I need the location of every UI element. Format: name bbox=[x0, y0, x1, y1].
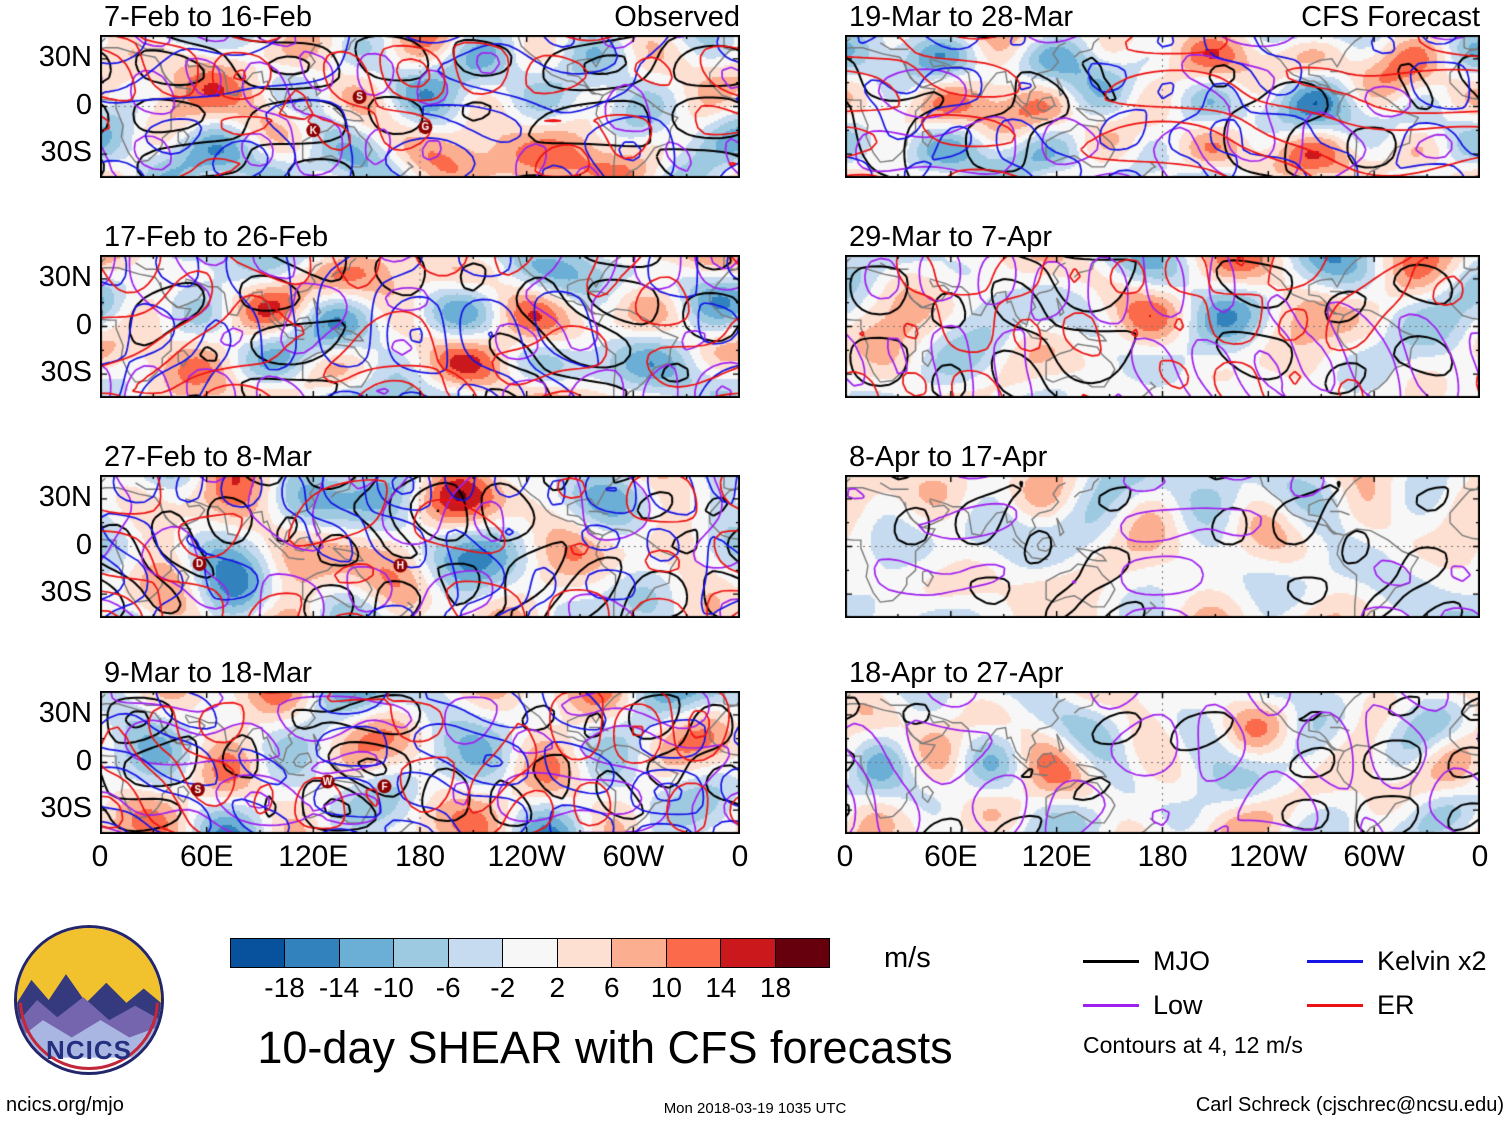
x-axis-tick-label: 60E bbox=[924, 840, 978, 873]
y-axis-tick-label: 30S bbox=[40, 576, 92, 609]
colorbar bbox=[230, 938, 830, 968]
map-panel-1 bbox=[100, 35, 740, 178]
legend-item-kelvin: Kelvin x2 bbox=[1307, 946, 1487, 977]
legend-label: ER bbox=[1377, 990, 1415, 1020]
x-axis-tick-label: 120W bbox=[1229, 840, 1308, 873]
colorbar-block bbox=[557, 939, 613, 967]
map-panel-5 bbox=[845, 35, 1480, 178]
x-axis-tick-label: 120E bbox=[278, 840, 349, 873]
x-axis-tick-label: 180 bbox=[1137, 840, 1188, 873]
colorbar-tick-label: 6 bbox=[604, 972, 620, 1003]
legend-label: Low bbox=[1153, 990, 1203, 1020]
y-axis-tick-label: 30N bbox=[38, 260, 92, 293]
map-panel-7 bbox=[845, 475, 1480, 618]
column-heading: CFS Forecast bbox=[1301, 1, 1480, 33]
panel-title: 19-Mar to 28-Mar bbox=[849, 1, 1074, 33]
panel-title: 29-Mar to 7-Apr bbox=[849, 221, 1053, 253]
panel-title: 18-Apr to 27-Apr bbox=[849, 657, 1064, 689]
y-axis-tick-label: 30N bbox=[38, 696, 92, 729]
y-axis-tick-label: 0 bbox=[75, 528, 92, 561]
y-axis-tick-label: 30S bbox=[40, 136, 92, 169]
colorbar-block bbox=[339, 939, 395, 967]
figure-title: 10-day SHEAR with CFS forecasts bbox=[257, 1022, 953, 1073]
colorbar-tick-label: -10 bbox=[373, 972, 414, 1003]
footer-timestamp: Mon 2018-03-19 1035 UTC bbox=[663, 1100, 847, 1117]
x-axis-tick-label: 60E bbox=[179, 840, 234, 873]
x-axis-tick-label: 0 bbox=[91, 840, 109, 873]
logo-text: NCICS bbox=[46, 1035, 132, 1066]
panel-title: 9-Mar to 18-Mar bbox=[104, 657, 312, 689]
legend-item-mjo: MJO bbox=[1083, 946, 1210, 977]
x-axis-tick-label: 0 bbox=[836, 840, 854, 873]
x-axis-tick-label: 60W bbox=[1343, 840, 1405, 873]
legend-line-low bbox=[1083, 1004, 1139, 1007]
panel-title: 27-Feb to 8-Mar bbox=[104, 441, 312, 473]
colorbar-block bbox=[285, 939, 340, 967]
column-heading: Observed bbox=[614, 1, 740, 33]
footer-credit: Carl Schreck (cjschrec@ncsu.edu) bbox=[1195, 1094, 1504, 1116]
colorbar-tick-label: 10 bbox=[650, 972, 682, 1003]
x-axis-tick-label: 180 bbox=[394, 840, 446, 873]
y-axis-tick-label: 30S bbox=[40, 356, 92, 389]
colorbar-tick-label: -6 bbox=[435, 972, 461, 1003]
colorbar-block bbox=[666, 939, 722, 967]
x-axis-tick-label: 120W bbox=[487, 840, 566, 873]
legend-note: Contours at 4, 12 m/s bbox=[1083, 1032, 1303, 1058]
colorbar-tick-label: 18 bbox=[759, 972, 792, 1003]
y-axis-tick-label: 0 bbox=[75, 744, 92, 777]
legend-label: MJO bbox=[1153, 946, 1210, 976]
x-axis-tick-label: 120E bbox=[1021, 840, 1092, 873]
colorbar-tick-label: 14 bbox=[705, 972, 737, 1003]
y-axis-tick-label: 30N bbox=[38, 480, 92, 513]
map-panel-6 bbox=[845, 255, 1480, 398]
y-axis-tick-label: 0 bbox=[75, 308, 92, 341]
map-panel-4 bbox=[100, 691, 740, 834]
legend-line-mjo bbox=[1083, 960, 1139, 963]
x-axis-tick-label: 60W bbox=[602, 840, 665, 873]
colorbar-tick-label: 2 bbox=[549, 972, 566, 1003]
x-axis-tick-label: 0 bbox=[1471, 840, 1489, 873]
y-axis-tick-label: 0 bbox=[75, 88, 92, 121]
colorbar-block bbox=[612, 939, 667, 967]
y-axis-tick-label: 30S bbox=[40, 792, 92, 825]
legend-item-er: ER bbox=[1307, 990, 1415, 1021]
colorbar-units-label: m/s bbox=[884, 942, 931, 974]
footer-url: ncics.org/mjo bbox=[6, 1094, 124, 1116]
x-axis-tick-label: 0 bbox=[731, 840, 749, 873]
colorbar-block bbox=[775, 939, 829, 967]
colorbar-block bbox=[231, 939, 286, 967]
colorbar-block bbox=[394, 939, 449, 967]
y-axis-tick-label: 30N bbox=[38, 40, 92, 73]
panel-title: 17-Feb to 26-Feb bbox=[104, 221, 329, 253]
legend-line-er bbox=[1307, 1004, 1363, 1007]
panel-title: 7-Feb to 16-Feb bbox=[104, 1, 312, 33]
ncics-logo: NCICS bbox=[14, 925, 164, 1075]
map-panel-8 bbox=[845, 691, 1480, 834]
panel-title: 8-Apr to 17-Apr bbox=[849, 441, 1048, 473]
legend-item-low: Low bbox=[1083, 990, 1203, 1021]
map-panel-3 bbox=[100, 475, 740, 618]
colorbar-block bbox=[503, 939, 558, 967]
colorbar-tick-label: -2 bbox=[490, 972, 516, 1003]
colorbar-tick-label: -18 bbox=[264, 972, 305, 1003]
map-panel-2 bbox=[100, 255, 740, 398]
colorbar-tick-label: -14 bbox=[318, 972, 360, 1003]
legend-line-kelvin bbox=[1307, 960, 1363, 963]
legend-label: Kelvin x2 bbox=[1377, 946, 1487, 976]
colorbar-block bbox=[721, 939, 776, 967]
colorbar-block bbox=[448, 939, 504, 967]
